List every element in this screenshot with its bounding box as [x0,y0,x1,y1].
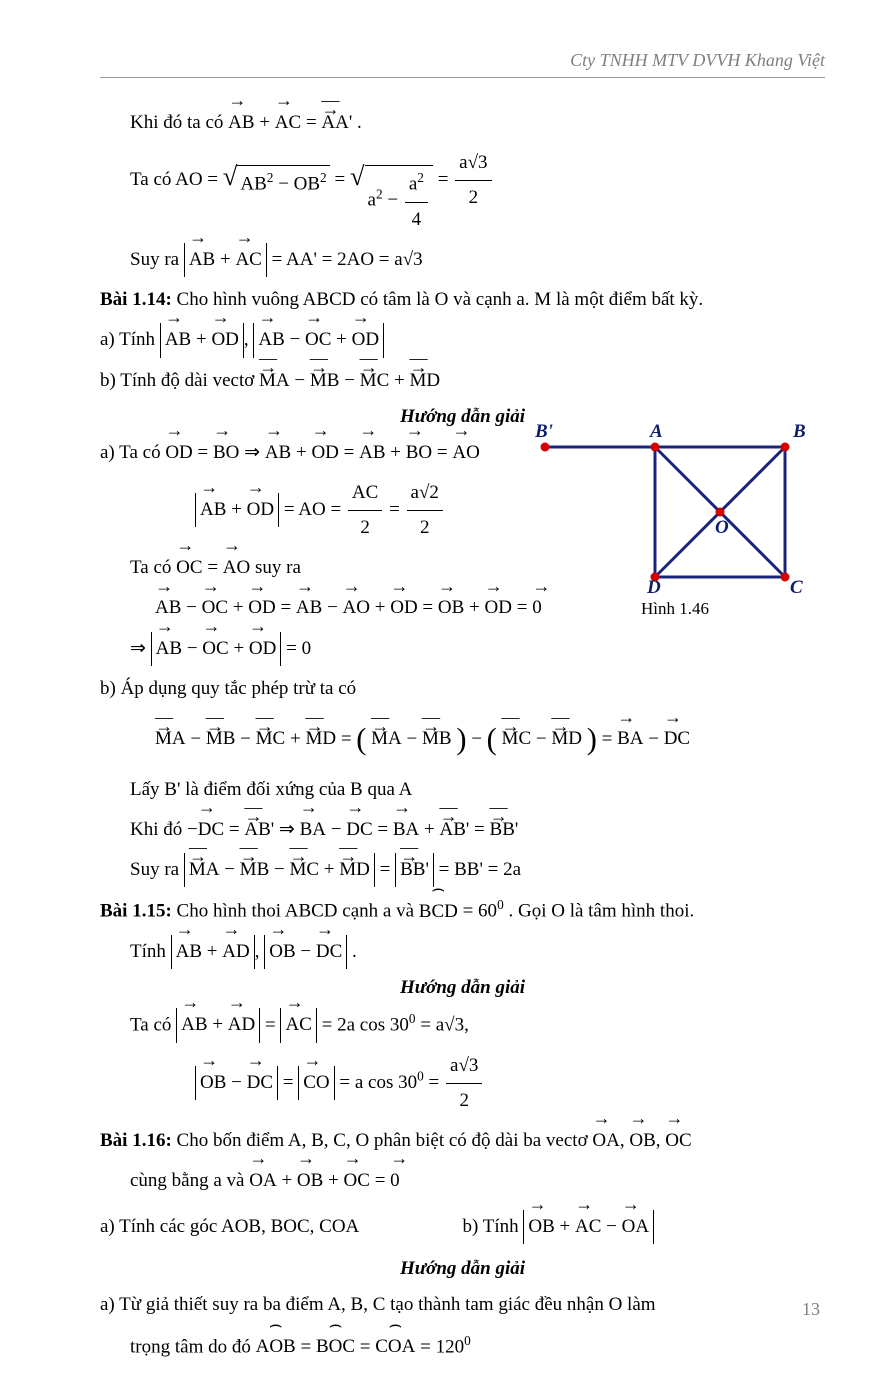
text-line: Suy ra →AB + →AC = AA' = 2AO = a√3 [130,243,825,277]
problem-title: Bài 1.14: Cho hình vuông ABCD có tâm là … [100,283,825,317]
text: Khi đó [130,819,187,840]
abs-expr: →AB + →OD [160,323,244,357]
text: a) Tính [100,329,160,350]
text: a) Ta có [100,442,165,463]
text: Ta có AO = [130,169,223,190]
label-Bp: B' [535,421,553,442]
text-line: b) Áp dụng quy tắc phép trừ ta có [100,672,825,706]
text-line: ⇒ →AB − →OC + →OD = 0 [130,632,825,666]
text: Cho hình thoi ABCD cạnh a và [172,901,419,922]
text-line: Khi đó ta có →AB + →AC = —→AA' . [130,106,825,140]
label-A: A [649,421,663,442]
vector-AAp: —→AA' [321,106,352,140]
text: Tính [130,941,171,962]
solution-heading: Hướng dẫn giải [100,977,825,999]
text-line: a) Tính các góc AOB, BOC, COA [100,1210,463,1244]
text: cùng bằng a và [130,1170,249,1191]
text-line: Tính →AB + →AD, →OB − →DC . [130,935,825,969]
text-line: a) Ta có →OD = →BO ⇒ →AB + →OD = →AB + →… [100,436,580,470]
text: Khi đó ta có [130,112,228,133]
text-line: b) Tính độ dài vectơ —→MA − —→MB − —→MC … [100,364,825,398]
text-line: —→MA − —→MB − —→MC + —→MD = ( —→MA − —→M… [155,712,825,767]
label: Bài 1.15: [100,901,172,922]
text: b) Tính [463,1216,524,1237]
text-line: b) Tính →OB + →AC − →OA [463,1210,826,1244]
text-line: →OB − →DC = →CO = a cos 300 = a√32 [195,1049,825,1118]
fraction: a√32 [455,146,491,215]
text-line: a) Từ giả thiết suy ra ba điểm A, B, C t… [100,1288,825,1322]
page-number: 13 [802,1299,820,1320]
figure-1-46: B' A B D C O Hình 1.46 [535,415,815,619]
text: Ta có [130,1014,176,1035]
text-line: Lấy B' là điểm đối xứng của B qua A [130,773,825,807]
vector-AC: →AC [275,106,301,140]
text-line: Ta có AO = √AB2 − OB2 = √a2 − a24 = a√32 [130,146,825,237]
text-line: Khi đó −→DC = —→AB' ⇒ →BA − →DC = →BA + … [130,813,825,847]
label: Bài 1.14: [100,289,172,310]
figure-caption: Hình 1.46 [535,599,815,619]
text: . Gọi O là tâm hình thoi. [508,901,694,922]
text: Cho hình vuông ABCD có tâm là O và cạnh … [172,289,703,310]
solution-heading: Hướng dẫn giải [100,1258,825,1280]
company-header: Cty TNHH MTV DVVH Khang Việt [100,50,825,78]
label-C: C [790,577,803,595]
label-O: O [715,517,729,538]
text-line: Ta có →AB + →AD = →AC = 2a cos 300 = a√3… [130,1007,825,1043]
text: Suy ra [130,859,184,880]
problem-title: Bài 1.15: Cho hình thoi ABCD cạnh a và B… [100,893,825,929]
text-line: trọng tâm do đó AOB = BOC = COA = 1200 [130,1329,825,1365]
text: Cho bốn điểm A, B, C, O phân biệt có độ … [172,1130,593,1151]
vector-AB: →AB [228,106,254,140]
text-line: a) Tính →AB + →OD, →AB − →OC + →OD [100,323,825,357]
text: trọng tâm do đó [130,1336,256,1357]
label-B: B [792,421,806,442]
angle: BCD [419,895,458,929]
page: Cty TNHH MTV DVVH Khang Việt Khi đó ta c… [0,0,895,1400]
text: b) Áp dụng quy tắc phép trừ ta có [100,678,356,699]
label-D: D [646,577,661,595]
label: Bài 1.16: [100,1130,172,1151]
text-line: cùng bằng a và →OA + →OB + →OC = →0 [130,1164,825,1198]
two-column: a) Tính các góc AOB, BOC, COA b) Tính →O… [100,1204,825,1250]
sqrt-expr: √AB2 − OB2 [223,165,330,202]
problem-title: Bài 1.16: Cho bốn điểm A, B, C, O phân b… [100,1124,825,1158]
sqrt-expr: √a2 − a24 [350,165,433,237]
abs-expr: →AB + →AC [184,243,267,277]
text: Suy ra [130,249,184,270]
text-line: Suy ra —→MA − —→MB − —→MC + —→MD = —→BB'… [130,853,825,887]
square-diagram-svg: B' A B D C O [535,415,815,595]
text: b) Tính độ dài vectơ [100,370,259,391]
